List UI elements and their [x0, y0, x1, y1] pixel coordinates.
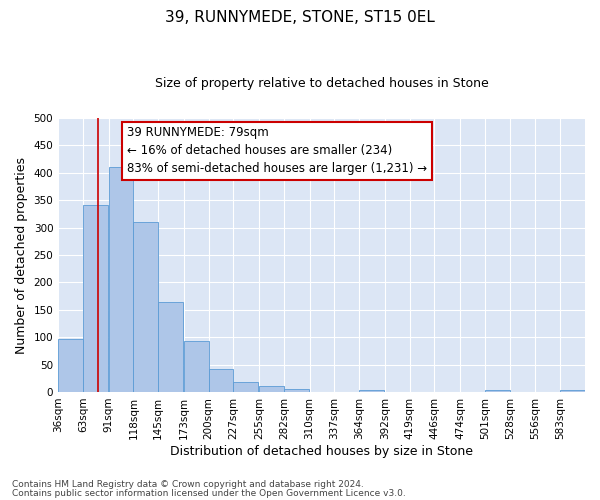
X-axis label: Distribution of detached houses by size in Stone: Distribution of detached houses by size … [170, 444, 473, 458]
Bar [485, 390, 510, 392]
Bar [560, 390, 585, 392]
Text: 39 RUNNYMEDE: 79sqm
← 16% of detached houses are smaller (234)
83% of semi-detac: 39 RUNNYMEDE: 79sqm ← 16% of detached ho… [127, 126, 427, 176]
Text: Contains HM Land Registry data © Crown copyright and database right 2024.: Contains HM Land Registry data © Crown c… [12, 480, 364, 489]
Bar [83, 205, 108, 392]
Bar [158, 302, 183, 392]
Bar [209, 370, 233, 392]
Title: Size of property relative to detached houses in Stone: Size of property relative to detached ho… [155, 78, 488, 90]
Bar [109, 167, 133, 392]
Bar [133, 222, 158, 392]
Bar [284, 389, 309, 392]
Bar [359, 390, 384, 392]
Y-axis label: Number of detached properties: Number of detached properties [15, 156, 28, 354]
Text: Contains public sector information licensed under the Open Government Licence v3: Contains public sector information licen… [12, 489, 406, 498]
Bar [259, 386, 284, 392]
Bar [58, 339, 83, 392]
Bar [233, 382, 258, 392]
Bar [184, 341, 209, 392]
Text: 39, RUNNYMEDE, STONE, ST15 0EL: 39, RUNNYMEDE, STONE, ST15 0EL [165, 10, 435, 25]
